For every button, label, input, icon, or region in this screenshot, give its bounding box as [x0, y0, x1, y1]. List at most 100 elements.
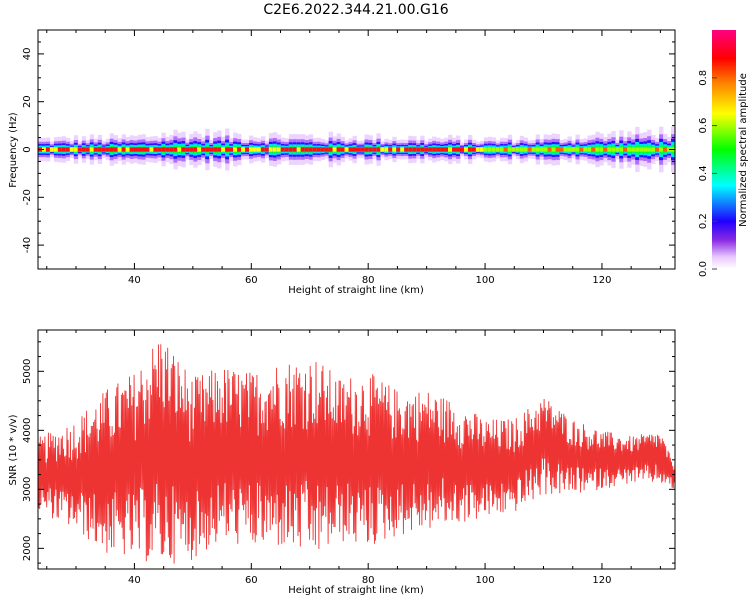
spectrogram-cell [440, 147, 445, 152]
spectrogram-cell [376, 147, 381, 152]
spectrogram-cell [539, 147, 545, 152]
spectrogram-cell [173, 147, 178, 152]
spectrogram-cell [256, 147, 262, 152]
spectrogram-cell [133, 147, 138, 152]
spectrogram-cell [519, 147, 525, 152]
spectrogram-cell [77, 147, 83, 152]
colorbar-tick-label: 0.4 [698, 165, 709, 181]
spectrogram-cell [651, 147, 656, 152]
spectrogram-cell [563, 147, 568, 152]
spectrogram-cell [663, 147, 668, 152]
spectrogram-cell [93, 147, 99, 152]
spectrogram-cell [336, 147, 341, 152]
spectrogram-cell [81, 147, 87, 152]
spectrogram-cell [272, 147, 278, 152]
colorbar-label: Normalized spectral amplitude [738, 73, 749, 227]
spectrogram-cell [324, 147, 330, 152]
spectrogram-cell [392, 147, 397, 152]
spectrogram-cell [495, 147, 501, 152]
spectrogram-cell [141, 147, 146, 152]
spectrogram-cell [165, 147, 170, 152]
spectrogram-cell [559, 147, 564, 152]
spectrogram-cell [623, 147, 628, 152]
y-tick-label: 20 [22, 95, 33, 108]
colorbar-tick-label: 0.6 [698, 118, 709, 134]
spectrogram-cell [185, 147, 190, 152]
spectrogram-cell [372, 147, 377, 152]
snr-series-line [38, 344, 675, 564]
spectrogram-cell [117, 147, 123, 152]
spectrogram-plot-area [38, 126, 675, 173]
x-tick-label: 60 [245, 575, 258, 586]
snr-frame [37, 329, 676, 570]
spectrogram-cell [161, 147, 166, 152]
spectrogram-cell [595, 147, 600, 152]
spectrogram-cell [487, 147, 493, 152]
spectrogram-cell [384, 147, 389, 152]
snr-panel: 40 60 80 100 120 2000 3000 4000 5000 Height of s… [8, 329, 676, 596]
spectrogram-cell [364, 147, 369, 152]
spectrogram-cell [499, 147, 505, 152]
spectrogram-cell [53, 147, 59, 152]
x-tick-label: 80 [362, 275, 375, 286]
spectrogram-cell [503, 147, 509, 152]
spectrogram-cell [57, 147, 63, 152]
spectrogram-cell [643, 147, 648, 152]
spectrogram-cell [547, 147, 552, 152]
spectrogram-cell [647, 147, 652, 152]
spectrogram-cell [448, 147, 453, 152]
spectrogram-cell [312, 147, 318, 152]
spectrogram-cell [137, 147, 142, 152]
spectrogram-cell [483, 147, 489, 152]
spectrogram-cell [193, 147, 198, 152]
colorbar-gradient [712, 30, 736, 269]
spectrogram-cell [205, 147, 210, 152]
spectrogram-cell [308, 147, 314, 152]
y-tick-label: 0 [22, 146, 33, 152]
colorbar-axis: 0.0 0.2 0.4 0.6 0.8 [698, 70, 717, 277]
spectrogram-cell [328, 147, 334, 152]
spectrogram-cell [316, 147, 322, 152]
spectrogram-cell [420, 147, 425, 152]
spectrogram-cell [41, 147, 47, 152]
spectrogram-cell [460, 147, 465, 152]
spectrogram-cell [284, 147, 290, 152]
spectrogram-cell [213, 147, 218, 152]
y-tick-label: 40 [22, 48, 33, 61]
spectrogram-cell [276, 147, 282, 152]
spectrogram-ylabel: Frequency (Hz) [8, 112, 19, 188]
spectrogram-cell [479, 147, 485, 152]
spectrogram-cell [292, 147, 298, 152]
spectrogram-cell [627, 147, 632, 152]
spectrogram-cell [475, 147, 481, 152]
spectrogram-cell [436, 147, 441, 152]
spectrogram-cell [320, 147, 326, 152]
spectrogram-cell [659, 147, 664, 152]
snr-plot-area [38, 344, 675, 564]
spectrogram-cell [599, 147, 604, 152]
spectrogram-cell [280, 147, 286, 152]
spectrogram-cell [380, 147, 385, 152]
spectrogram-cell [571, 147, 576, 152]
spectrogram-cell [268, 147, 274, 152]
snr-axes: 40 60 80 100 120 2000 3000 4000 5000 [22, 330, 675, 586]
spectrogram-cell [73, 147, 79, 152]
x-tick-label: 100 [476, 575, 495, 586]
spectrogram-cell [591, 147, 596, 152]
spectrogram-cell [404, 147, 409, 152]
spectrogram-cell [615, 147, 620, 152]
spectrogram-cell [523, 147, 529, 152]
spectrogram-cell [579, 147, 584, 152]
spectrogram-cell [368, 147, 373, 152]
spectrogram-cell [61, 147, 67, 152]
spectrogram-cell [491, 147, 497, 152]
spectrogram-cell [360, 147, 365, 152]
spectrogram-cell [400, 147, 405, 152]
spectrogram-cell [639, 147, 644, 152]
spectrogram-cell [543, 147, 548, 152]
spectrogram-cell [515, 147, 521, 152]
spectrogram-cell [245, 147, 250, 152]
spectrogram-cell [201, 147, 206, 152]
spectrogram-cell [197, 147, 202, 152]
